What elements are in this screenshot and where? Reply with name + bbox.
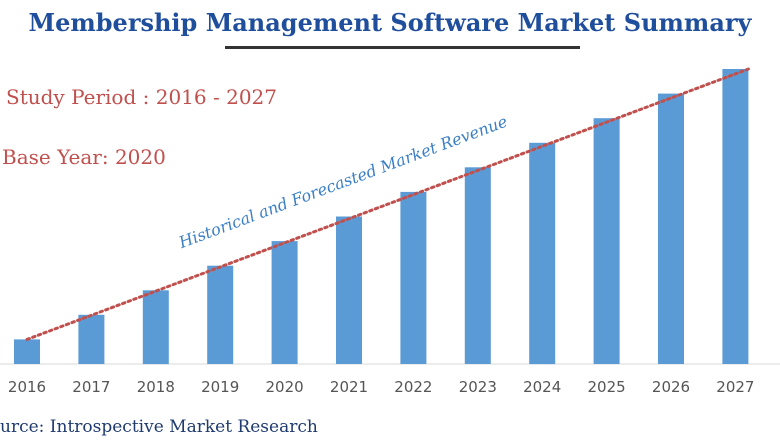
x-tick-label: 2017	[72, 378, 110, 396]
bar-2021	[336, 216, 362, 364]
x-tick-label: 2019	[201, 378, 239, 396]
bar-2027	[722, 69, 749, 364]
bar-2026	[658, 93, 684, 364]
bar-2022	[400, 191, 427, 364]
trend-line	[25, 67, 750, 341]
x-tick-label: 2024	[523, 378, 561, 396]
chart-title: Membership Management Software Market Su…	[28, 8, 752, 37]
bar-2023	[464, 167, 491, 364]
study-period-label: Study Period : 2016 - 2027	[6, 85, 277, 109]
x-axis-ticks: 2016 2017 2018 2019 2020 2021 2022 2023 2024 2025…	[8, 378, 755, 396]
x-tick-label: 2020	[266, 378, 304, 396]
x-tick-label: 2026	[652, 378, 690, 396]
bar-2016	[14, 339, 40, 364]
x-tick-label: 2023	[459, 378, 497, 396]
bar-2019	[207, 265, 234, 364]
x-tick-label: 2025	[588, 378, 626, 396]
x-tick-label: 2027	[716, 378, 754, 396]
bar-2025	[593, 118, 620, 364]
bars-group	[14, 69, 749, 365]
x-tick-label: 2016	[8, 378, 46, 396]
base-year-label: Base Year: 2020	[2, 145, 166, 169]
bar-2018	[142, 290, 169, 365]
bar-2024	[529, 142, 556, 365]
x-tick-label: 2018	[137, 378, 175, 396]
source-label: urce: Introspective Market Research	[0, 417, 318, 437]
x-tick-label: 2022	[394, 378, 432, 396]
bar-2017	[78, 314, 105, 364]
title-underline	[225, 46, 580, 49]
bar-2020	[271, 241, 298, 364]
x-tick-label: 2021	[330, 378, 368, 396]
